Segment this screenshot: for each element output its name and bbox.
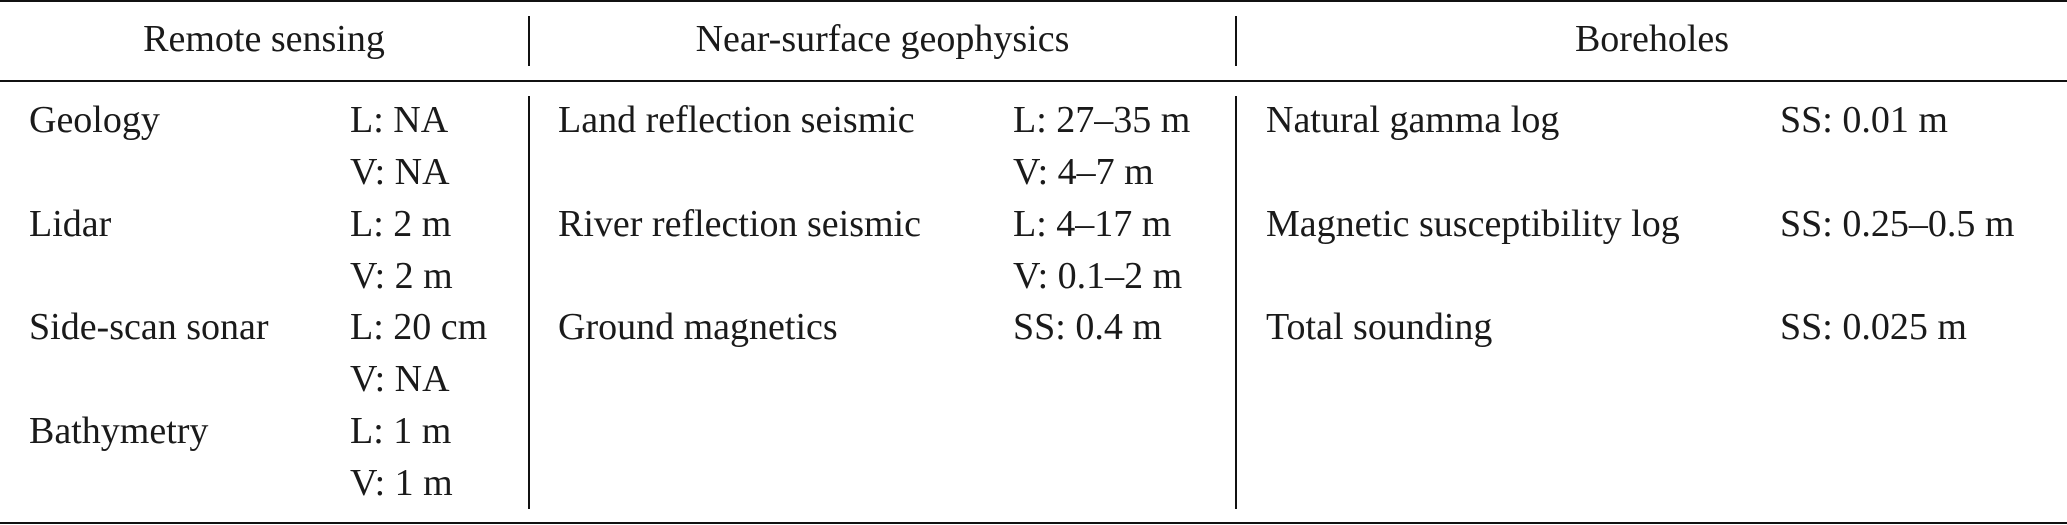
column-separator (528, 96, 530, 509)
column-separator (528, 16, 530, 66)
resolution-value: L: 27–35 m (1013, 99, 1191, 141)
resolution-value: L: 4–17 m (1013, 203, 1172, 245)
resolution-value: V: 2 m (350, 255, 453, 297)
column-separator (1235, 96, 1237, 509)
resolution-value: V: 4–7 m (1013, 151, 1154, 193)
header-remote-sensing: Remote sensing (143, 18, 385, 60)
resolution-value: V: 0.1–2 m (1013, 255, 1183, 297)
method-label: Side-scan sonar (29, 306, 269, 348)
resolution-value: L: 2 m (350, 203, 452, 245)
resolution-value: L: 1 m (350, 410, 452, 452)
resolution-value: SS: 0.025 m (1780, 306, 1967, 348)
resolution-value: V: NA (350, 358, 450, 400)
header-rule (0, 80, 2067, 82)
resolution-value: L: NA (350, 99, 449, 141)
top-rule (0, 0, 2067, 2)
resolution-value: L: 20 cm (350, 306, 488, 348)
method-label: Geology (29, 99, 160, 141)
method-label: Bathymetry (29, 410, 209, 452)
method-label: Natural gamma log (1266, 99, 1560, 141)
method-label: Total sounding (1266, 306, 1493, 348)
method-label: Lidar (29, 203, 112, 245)
method-label: Land reflection seismic (558, 99, 915, 141)
method-label: Ground magnetics (558, 306, 838, 348)
resolution-value: SS: 0.25–0.5 m (1780, 203, 2015, 245)
bottom-rule (0, 522, 2067, 524)
method-label: Magnetic susceptibility log (1266, 203, 1680, 245)
header-near-surface-geophysics: Near-surface geophysics (695, 18, 1070, 60)
method-label: River reflection seismic (558, 203, 921, 245)
resolution-value: SS: 0.01 m (1780, 99, 1948, 141)
resolution-value: V: NA (350, 151, 450, 193)
header-boreholes: Boreholes (1574, 18, 1730, 60)
resolution-value: SS: 0.4 m (1013, 306, 1162, 348)
resolution-value: V: 1 m (350, 462, 453, 504)
column-separator (1235, 16, 1237, 66)
